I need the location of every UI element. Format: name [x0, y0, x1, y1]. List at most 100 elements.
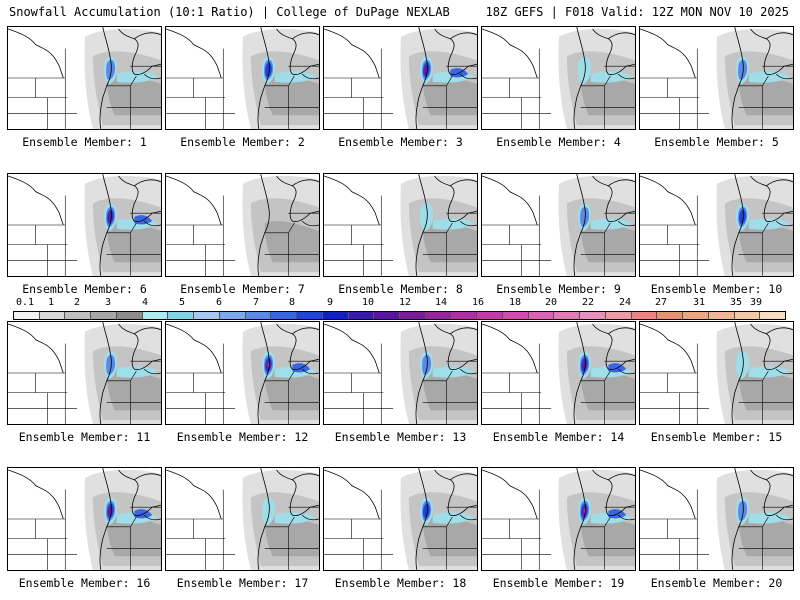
- ensemble-member-map: [323, 321, 478, 425]
- ensemble-member-map: [639, 26, 794, 130]
- ensemble-member-map: [639, 321, 794, 425]
- ensemble-member-label: Ensemble Member: 2: [180, 135, 305, 149]
- legend-color-swatch: [271, 312, 298, 319]
- snowfall-map-graphic: [640, 468, 793, 570]
- ensemble-member-label: Ensemble Member: 18: [334, 576, 467, 590]
- ensemble-member-map: [481, 173, 636, 277]
- ensemble-member-map: [7, 321, 162, 425]
- legend-tick-label: 27: [654, 297, 668, 308]
- ensemble-member-map: [165, 467, 320, 571]
- ensemble-member-label: Ensemble Member: 14: [492, 430, 625, 444]
- snowfall-map-graphic: [640, 322, 793, 424]
- legend-color-swatch: [219, 312, 246, 319]
- legend-tick-label: 4: [141, 297, 149, 308]
- ensemble-member-map: [639, 173, 794, 277]
- legend-color-swatch: [683, 312, 709, 319]
- ensemble-member-map: [481, 26, 636, 130]
- legend-color-swatch: [168, 312, 195, 319]
- ensemble-member-label: Ensemble Member: 1: [22, 135, 147, 149]
- legend-color-swatch: [400, 312, 426, 319]
- legend-color-swatch: [14, 312, 40, 319]
- ensemble-member-map: [323, 467, 478, 571]
- legend-tick-label: 0.1: [15, 297, 35, 308]
- snowfall-map-graphic: [482, 174, 635, 276]
- legend-color-swatch: [708, 312, 735, 319]
- legend-tick-label: 7: [252, 297, 260, 308]
- snowfall-map-graphic: [640, 27, 793, 129]
- legend-color-swatch: [142, 312, 169, 319]
- legend-tick-label: 35: [729, 297, 743, 308]
- ensemble-member-label: Ensemble Member: 19: [492, 576, 625, 590]
- ensemble-member-map: [323, 26, 478, 130]
- snowfall-map-graphic: [8, 27, 161, 129]
- ensemble-member-label: Ensemble Member: 20: [650, 576, 783, 590]
- ensemble-member-map: [481, 467, 636, 571]
- legend-color-swatch: [245, 312, 272, 319]
- legend-tick-labels: 0.1 1 2 3 4 5 6 7 8 9 10 12 14 16 18 20 22 24 27 31 35 39: [13, 297, 786, 310]
- ensemble-member-label: Ensemble Member: 16: [18, 576, 151, 590]
- ensemble-member-map: [7, 467, 162, 571]
- legend-tick-label: 39: [749, 297, 763, 308]
- ensemble-member-map: [165, 26, 320, 130]
- legend-tick-label: 9: [326, 297, 334, 308]
- legend-color-swatch: [631, 312, 658, 319]
- legend-tick-label: 22: [581, 297, 595, 308]
- valid-time-title: 18Z GEFS | F018 Valid: 12Z MON NOV 10 20…: [485, 5, 789, 19]
- ensemble-member-map: [165, 173, 320, 277]
- ensemble-member-label: Ensemble Member: 8: [338, 282, 463, 296]
- legend-color-swatch: [657, 312, 684, 319]
- legend-color-swatch: [580, 312, 606, 319]
- ensemble-member-label: Ensemble Member: 13: [334, 430, 467, 444]
- ensemble-member-label: Ensemble Member: 12: [176, 430, 309, 444]
- legend-color-swatch: [374, 312, 401, 319]
- ensemble-member-label: Ensemble Member: 5: [654, 135, 779, 149]
- legend-tick-label: 1: [47, 297, 55, 308]
- legend-tick-label: 10: [361, 297, 375, 308]
- ensemble-member-label: Ensemble Member: 9: [496, 282, 621, 296]
- ensemble-member-label: Ensemble Member: 7: [180, 282, 305, 296]
- snowfall-map-graphic: [8, 468, 161, 570]
- map-title: Snowfall Accumulation (10:1 Ratio) | Col…: [9, 5, 450, 19]
- legend-tick-label: 24: [618, 297, 632, 308]
- ensemble-member-map: [7, 26, 162, 130]
- legend-tick-label: 18: [508, 297, 522, 308]
- ensemble-member-label: Ensemble Member: 6: [22, 282, 147, 296]
- snowfall-map-graphic: [324, 27, 477, 129]
- ensemble-member-label: Ensemble Member: 10: [650, 282, 783, 296]
- snowfall-map-graphic: [8, 322, 161, 424]
- snowfall-map-graphic: [640, 174, 793, 276]
- legend-color-swatch: [297, 312, 323, 319]
- legend-tick-label: 12: [398, 297, 412, 308]
- legend-tick-label: 14: [434, 297, 448, 308]
- ensemble-member-map: [7, 173, 162, 277]
- legend-color-swatch: [116, 312, 143, 319]
- snowfall-map-graphic: [8, 174, 161, 276]
- ensemble-member-label: Ensemble Member: 3: [338, 135, 463, 149]
- legend-color-swatch: [194, 312, 220, 319]
- snowfall-map-graphic: [324, 174, 477, 276]
- legend-color-swatch: [760, 312, 786, 319]
- ensemble-member-map: [639, 467, 794, 571]
- legend-tick-label: 5: [178, 297, 186, 308]
- legend-color-swatch: [425, 312, 452, 319]
- legend-tick-label: 8: [288, 297, 296, 308]
- legend-color-swatch: [477, 312, 503, 319]
- snowfall-map-graphic: [166, 27, 319, 129]
- ensemble-member-label: Ensemble Member: 4: [496, 135, 621, 149]
- ensemble-member-map: [323, 173, 478, 277]
- legend-tick-label: 2: [73, 297, 81, 308]
- ensemble-member-label: Ensemble Member: 15: [650, 430, 783, 444]
- snowfall-map-graphic: [166, 468, 319, 570]
- legend-color-swatch: [65, 312, 92, 319]
- legend-color-swatch: [451, 312, 478, 319]
- legend-color-swatch: [502, 312, 529, 319]
- snowfall-map-graphic: [324, 468, 477, 570]
- legend-tick-label: 6: [215, 297, 223, 308]
- legend-color-swatch: [605, 312, 632, 319]
- legend-tick-label: 31: [692, 297, 706, 308]
- ensemble-member-label: Ensemble Member: 11: [18, 430, 151, 444]
- legend-color-swatch: [734, 312, 761, 319]
- legend-color-swatch: [348, 312, 375, 319]
- ensemble-member-map: [481, 321, 636, 425]
- snowfall-map-graphic: [166, 174, 319, 276]
